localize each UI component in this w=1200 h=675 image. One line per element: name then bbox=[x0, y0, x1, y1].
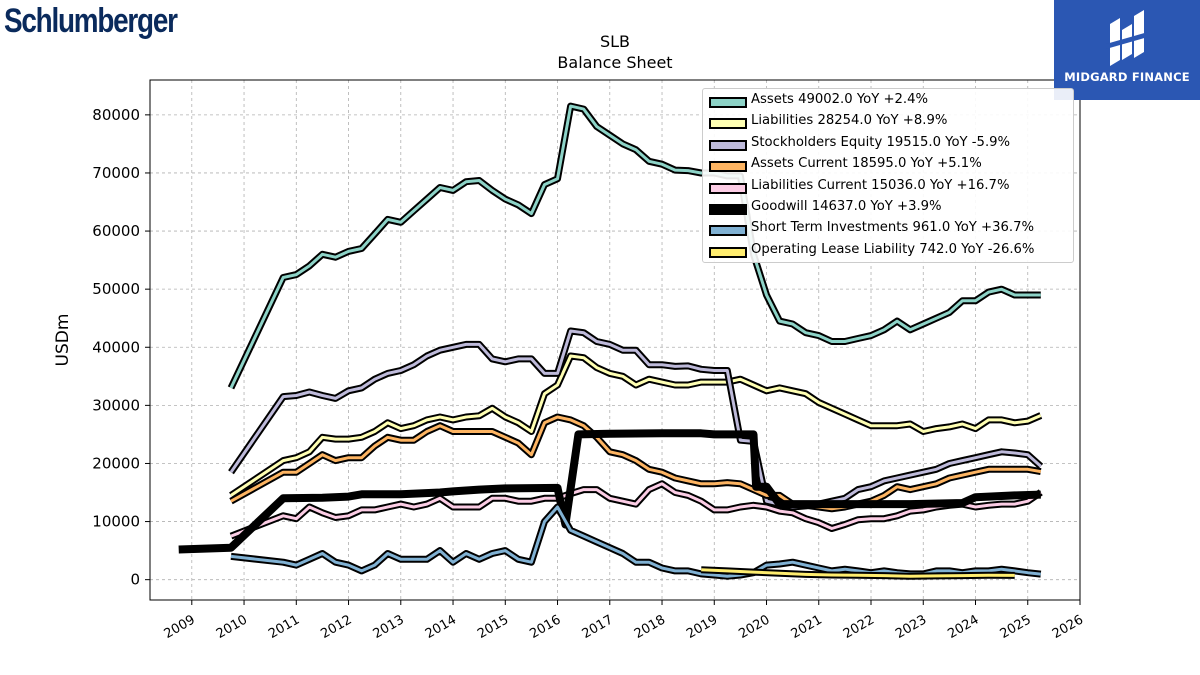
midgard-finance-logo: MIDGARD FINANCE bbox=[1054, 0, 1200, 100]
x-tick-label: 2023 bbox=[893, 612, 929, 642]
series-3 bbox=[229, 413, 1042, 513]
legend-swatch bbox=[709, 118, 747, 130]
x-tick-label: 2026 bbox=[1050, 612, 1086, 642]
x-tick-label: 2021 bbox=[789, 612, 825, 642]
x-tick-label: 2017 bbox=[580, 612, 616, 642]
legend-swatch bbox=[709, 204, 747, 215]
x-tick-label: 2020 bbox=[736, 612, 772, 642]
series-line bbox=[701, 568, 1015, 578]
chart-title: SLB bbox=[599, 32, 631, 51]
series-line bbox=[230, 415, 1042, 511]
legend: Assets 49002.0 YoY +2.4% Liabilities 2825… bbox=[702, 88, 1074, 263]
x-tick-label: 2012 bbox=[318, 612, 354, 642]
x-tick-label: 2024 bbox=[945, 612, 981, 642]
legend-label: Goodwill 14637.0 YoY +3.9% bbox=[751, 199, 942, 214]
x-tick-label: 2022 bbox=[841, 612, 877, 642]
series-7 bbox=[701, 566, 1015, 580]
legend-swatch bbox=[709, 139, 747, 151]
x-tick-label: 2009 bbox=[162, 612, 198, 642]
y-tick-label: 10000 bbox=[92, 513, 140, 531]
legend-label: Short Term Investments 961.0 YoY +36.7% bbox=[751, 220, 1034, 236]
series-1 bbox=[229, 352, 1043, 499]
y-tick-label: 0 bbox=[130, 571, 140, 589]
legend-swatch bbox=[709, 161, 747, 173]
y-tick-label: 70000 bbox=[92, 164, 140, 182]
x-tick-label: 2015 bbox=[475, 612, 511, 642]
series-layer bbox=[178, 102, 1044, 580]
series-line bbox=[229, 104, 1041, 389]
chart-subtitle: Balance Sheet bbox=[557, 53, 673, 72]
x-tick-label: 2025 bbox=[998, 612, 1034, 642]
plot-frame bbox=[149, 79, 1081, 601]
y-tick-label: 20000 bbox=[92, 454, 140, 472]
series-line-outline bbox=[228, 327, 1044, 511]
y-axis-label: USDm bbox=[53, 314, 73, 367]
series-0 bbox=[227, 102, 1041, 390]
legend-label: Operating Lease Liability 742.0 YoY -26.… bbox=[751, 241, 1035, 257]
legend-label: Assets 49002.0 YoY +2.4% bbox=[751, 92, 929, 107]
series-line bbox=[178, 429, 1041, 554]
x-tick-label: 2016 bbox=[527, 612, 563, 642]
series-line bbox=[230, 482, 1042, 538]
y-tick-label: 80000 bbox=[92, 106, 140, 124]
legend-label: Assets Current 18595.0 YoY +5.1% bbox=[751, 156, 982, 172]
y-tick-label: 40000 bbox=[92, 338, 140, 356]
x-tick-label: 2011 bbox=[266, 612, 302, 642]
series-5 bbox=[178, 429, 1041, 554]
legend-label: Liabilities Current 15036.0 YoY +16.7% bbox=[751, 177, 1010, 193]
x-tick-label: 2010 bbox=[214, 612, 250, 642]
y-tick-label: 60000 bbox=[92, 222, 140, 240]
series-4 bbox=[229, 480, 1043, 540]
x-tick-label: 2013 bbox=[371, 612, 407, 642]
schlumberger-logo: Schlumberger bbox=[4, 2, 178, 40]
x-tick-label: 2019 bbox=[684, 612, 720, 642]
x-tick-label: 2018 bbox=[632, 612, 668, 642]
y-tick-label: 30000 bbox=[92, 396, 140, 414]
y-tick-label: 50000 bbox=[92, 280, 140, 298]
legend-swatch bbox=[709, 97, 747, 108]
legend-swatch bbox=[709, 182, 747, 194]
midgard-logo-text: MIDGARD FINANCE bbox=[1064, 70, 1190, 84]
legend-swatch bbox=[709, 246, 747, 258]
series-line bbox=[229, 329, 1042, 509]
x-tick-label: 2014 bbox=[423, 612, 459, 642]
series-2 bbox=[228, 327, 1044, 511]
legend-swatch bbox=[709, 225, 747, 237]
midgard-logo-mark-icon bbox=[1106, 10, 1148, 66]
series-line bbox=[230, 354, 1042, 497]
legend-label: Liabilities 28254.0 YoY +8.9% bbox=[751, 113, 948, 129]
legend-label: Stockholders Equity 19515.0 YoY -5.9% bbox=[751, 134, 1011, 150]
